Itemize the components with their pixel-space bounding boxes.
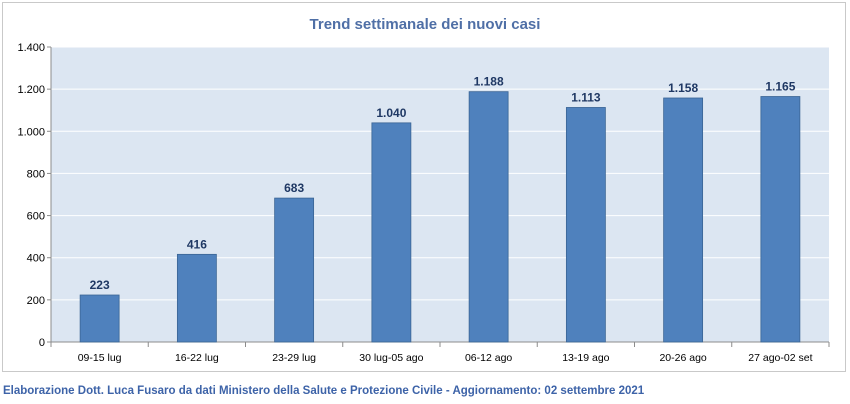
y-tick-label: 0 <box>39 337 45 349</box>
x-tick-label: 23-29 lug <box>272 352 316 364</box>
x-tick-label: 27 ago-02 set <box>748 352 812 364</box>
data-label: 1.188 <box>474 75 504 89</box>
data-label: 683 <box>284 181 304 195</box>
y-tick-label: 1.400 <box>17 42 45 54</box>
bar <box>468 91 509 343</box>
footer-credit: Elaborazione Dott. Luca Fusaro da dati M… <box>3 385 645 397</box>
chart-title: Trend settimanale dei nuovi casi <box>309 16 541 33</box>
bar <box>371 122 412 343</box>
data-label: 416 <box>187 237 207 251</box>
x-tick-label: 13-19 ago <box>562 352 609 364</box>
data-label: 1.165 <box>765 80 795 94</box>
y-tick-label: 200 <box>27 295 45 307</box>
y-tick-label: 800 <box>27 168 45 180</box>
x-tick-label: 16-22 lug <box>175 352 219 364</box>
data-label: 1.040 <box>376 106 406 120</box>
x-tick-label: 09-15 lug <box>78 352 122 364</box>
bar <box>274 197 315 343</box>
chart-frame: Trend settimanale dei nuovi casi 0 200 400… <box>2 2 846 372</box>
bar <box>79 294 120 343</box>
x-tick-label: 06-12 ago <box>465 352 512 364</box>
bar <box>760 96 801 343</box>
chart-svg: 0 200 400 600 800 1.000 1.200 1.400 223 09-15 lug… <box>17 42 830 364</box>
y-tick-label: 1.200 <box>17 84 45 96</box>
data-label: 223 <box>90 278 110 292</box>
bar <box>663 97 704 343</box>
y-tick-label: 400 <box>27 253 45 265</box>
data-label: 1.113 <box>571 90 601 104</box>
x-tick-label: 20-26 ago <box>659 352 706 364</box>
y-tick-label: 600 <box>27 211 45 223</box>
data-label: 1.158 <box>668 81 698 95</box>
y-tick-label: 1.000 <box>17 126 45 138</box>
plot-area <box>51 47 829 342</box>
x-tick-label: 30 lug-05 ago <box>359 352 423 364</box>
bar <box>176 253 217 343</box>
bar <box>565 107 606 343</box>
